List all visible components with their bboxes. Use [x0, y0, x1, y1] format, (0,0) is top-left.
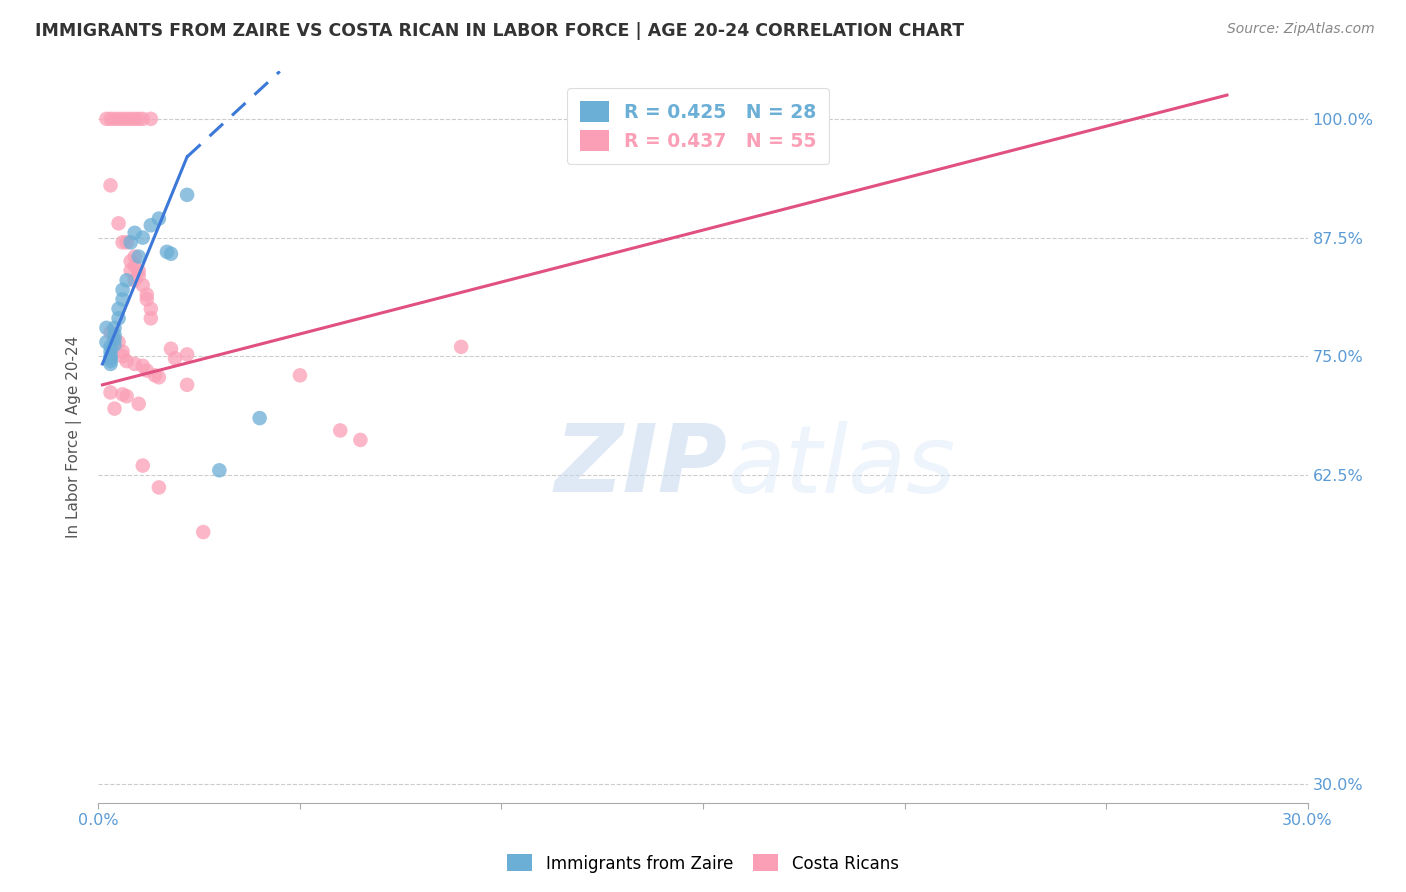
Point	[96, 321, 118, 335]
Point	[107, 216, 129, 230]
Point	[100, 340, 122, 354]
Point	[450, 340, 472, 354]
Point	[111, 387, 134, 401]
Point	[128, 397, 150, 411]
Point	[100, 112, 122, 126]
Point	[148, 370, 170, 384]
Point	[100, 349, 122, 363]
Point	[139, 301, 162, 316]
Point	[111, 293, 134, 307]
Point	[120, 254, 142, 268]
Point	[103, 332, 125, 346]
Text: atlas: atlas	[727, 421, 956, 512]
Point	[107, 335, 129, 350]
Point	[100, 357, 122, 371]
Point	[111, 235, 134, 250]
Point	[100, 178, 122, 193]
Point	[100, 354, 122, 368]
Point	[124, 226, 146, 240]
Point	[176, 347, 198, 361]
Point	[349, 433, 371, 447]
Point	[139, 311, 162, 326]
Point	[139, 219, 162, 233]
Point	[163, 351, 186, 366]
Point	[249, 411, 271, 425]
Point	[115, 235, 138, 250]
Y-axis label: In Labor Force | Age 20-24: In Labor Force | Age 20-24	[66, 336, 83, 538]
Point	[135, 293, 157, 307]
Point	[135, 287, 157, 301]
Point	[124, 250, 146, 264]
Point	[329, 424, 352, 438]
Point	[96, 112, 118, 126]
Point	[100, 351, 122, 366]
Text: Source: ZipAtlas.com: Source: ZipAtlas.com	[1227, 22, 1375, 37]
Point	[103, 332, 125, 346]
Point	[111, 344, 134, 359]
Point	[288, 368, 311, 383]
Point	[107, 301, 129, 316]
Point	[128, 268, 150, 283]
Point	[143, 368, 166, 383]
Text: ZIP: ZIP	[554, 420, 727, 512]
Point	[115, 354, 138, 368]
Point	[208, 463, 231, 477]
Point	[107, 311, 129, 326]
Point	[156, 244, 179, 259]
Point	[100, 326, 122, 340]
Point	[120, 112, 142, 126]
Point	[128, 250, 150, 264]
Point	[103, 112, 125, 126]
Point	[96, 335, 118, 350]
Point	[124, 273, 146, 287]
Point	[111, 112, 134, 126]
Point	[115, 273, 138, 287]
Point	[103, 338, 125, 352]
Point	[115, 112, 138, 126]
Point	[124, 357, 146, 371]
Point	[148, 211, 170, 226]
Point	[772, 112, 794, 126]
Legend: Immigrants from Zaire, Costa Ricans: Immigrants from Zaire, Costa Ricans	[501, 847, 905, 880]
Legend: R = 0.425   N = 28, R = 0.437   N = 55: R = 0.425 N = 28, R = 0.437 N = 55	[567, 88, 830, 164]
Point	[160, 246, 183, 260]
Point	[132, 278, 155, 293]
Point	[120, 235, 142, 250]
Point	[176, 377, 198, 392]
Point	[100, 385, 122, 400]
Point	[120, 264, 142, 278]
Point	[103, 321, 125, 335]
Point	[193, 524, 215, 539]
Point	[111, 349, 134, 363]
Point	[111, 283, 134, 297]
Point	[148, 480, 170, 494]
Point	[132, 230, 155, 244]
Point	[100, 344, 122, 359]
Point	[124, 112, 146, 126]
Point	[128, 264, 150, 278]
Point	[135, 363, 157, 377]
Point	[107, 112, 129, 126]
Point	[103, 327, 125, 342]
Point	[132, 112, 155, 126]
Point	[139, 112, 162, 126]
Point	[128, 112, 150, 126]
Point	[124, 259, 146, 273]
Point	[160, 342, 183, 356]
Point	[115, 389, 138, 403]
Text: IMMIGRANTS FROM ZAIRE VS COSTA RICAN IN LABOR FORCE | AGE 20-24 CORRELATION CHAR: IMMIGRANTS FROM ZAIRE VS COSTA RICAN IN …	[35, 22, 965, 40]
Point	[132, 458, 155, 473]
Point	[176, 187, 198, 202]
Point	[132, 359, 155, 373]
Point	[103, 401, 125, 416]
